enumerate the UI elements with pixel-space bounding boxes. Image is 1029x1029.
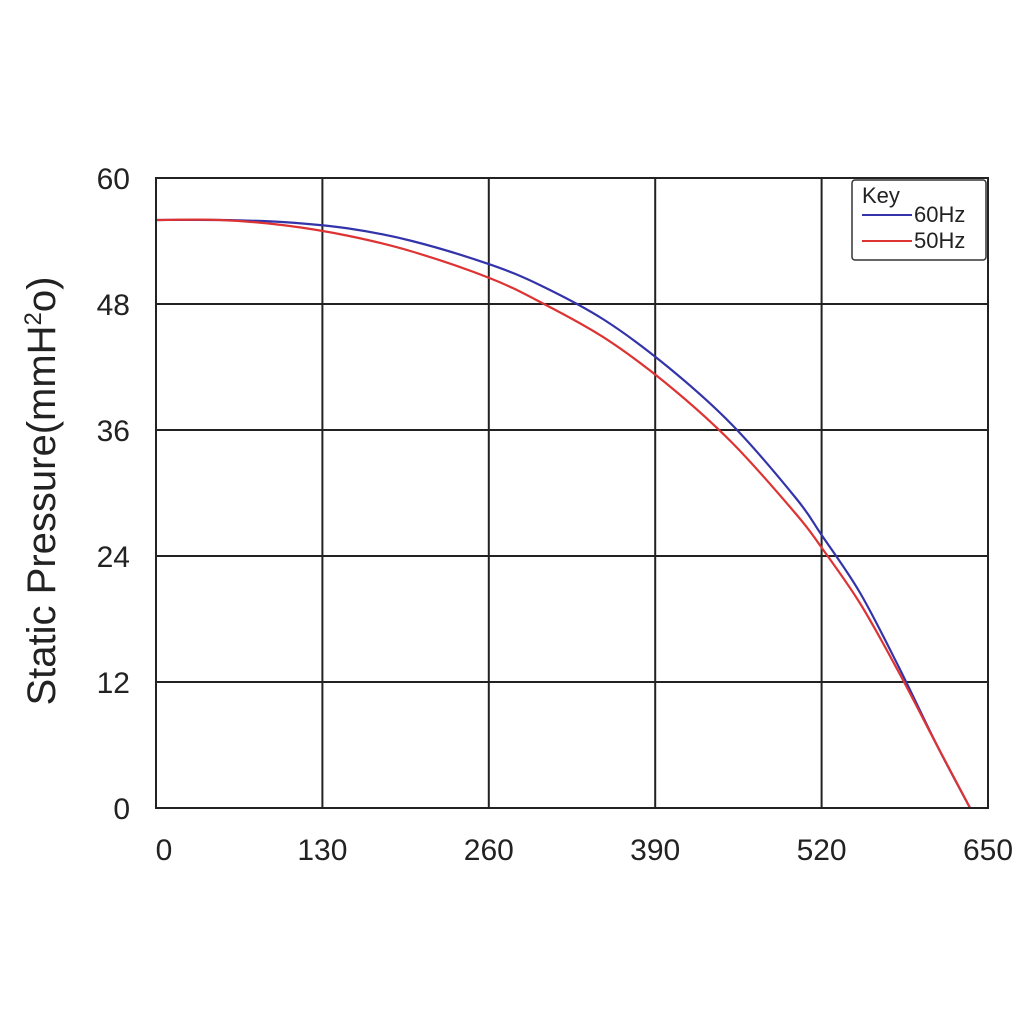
series-lines: [155, 218, 972, 809]
y-axis-label-suffix: o): [20, 277, 64, 313]
y-tick-label: 36: [97, 415, 130, 448]
legend-label-60hz: 60Hz: [914, 202, 965, 227]
legend-title: Key: [862, 183, 900, 208]
y-axis-label-prefix: Static Pressure(mmH: [20, 325, 64, 705]
y-tick-label: 12: [97, 667, 130, 700]
plot-frame: [155, 177, 989, 809]
legend-label-50hz: 50Hz: [914, 228, 965, 253]
x-tick-label: 0: [156, 834, 173, 867]
x-tick-label: 390: [630, 834, 680, 867]
x-tick-label: 520: [797, 834, 847, 867]
y-tick-label: 60: [97, 163, 130, 196]
y-axis-tick-labels: 0 12 24 36 48 60: [97, 163, 130, 826]
x-tick-label: 650: [963, 834, 1013, 867]
x-tick-label: 130: [297, 834, 347, 867]
series-line-60hz: [155, 218, 972, 809]
y-axis-label-superscript: 2: [20, 312, 47, 325]
x-axis-tick-labels: 0 130 260 390 520 650: [156, 834, 1013, 867]
y-tick-label: 0: [113, 793, 130, 826]
legend: Key 60Hz 50Hz: [851, 179, 987, 261]
grid-lines: [155, 177, 989, 809]
x-tick-label: 260: [464, 834, 514, 867]
y-tick-label: 24: [97, 541, 130, 574]
series-line-50hz: [155, 218, 972, 809]
y-tick-label: 48: [97, 289, 130, 322]
y-axis-label: Static Pressure(mmH2o): [20, 277, 64, 706]
